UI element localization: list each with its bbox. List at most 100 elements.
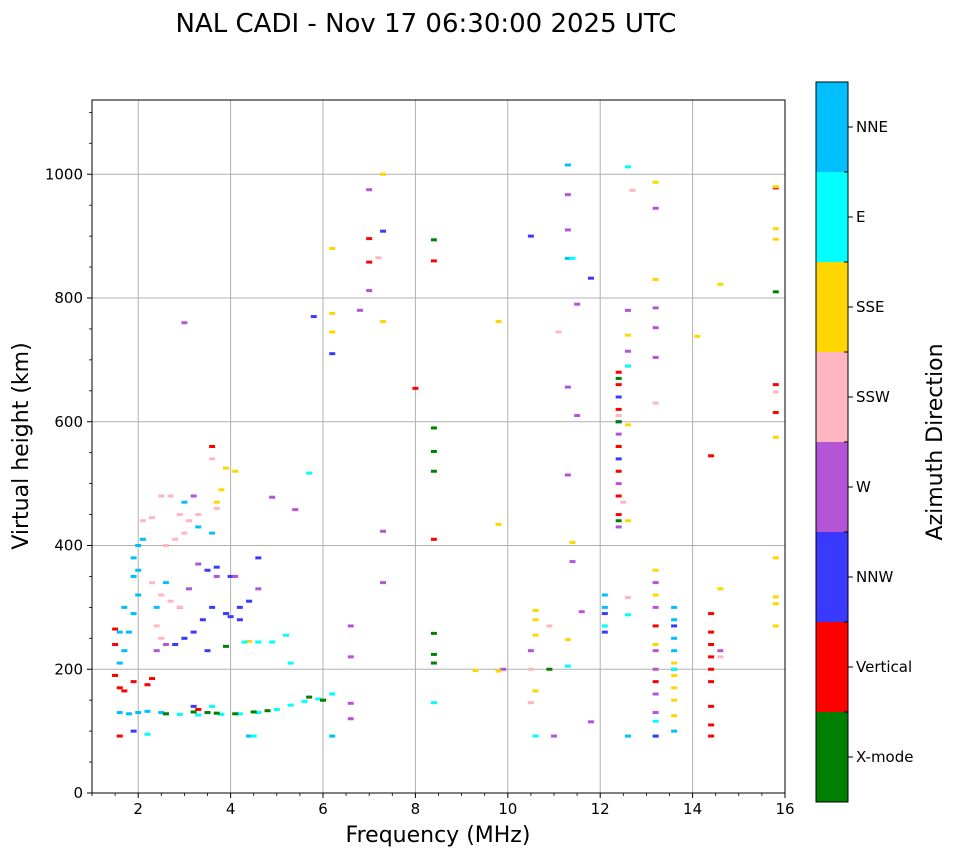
data-point xyxy=(652,306,659,310)
data-point xyxy=(555,330,562,334)
data-point xyxy=(181,321,188,325)
y-axis-label: Virtual height (km) xyxy=(9,342,34,549)
data-point xyxy=(694,334,701,338)
data-point xyxy=(652,649,659,653)
colorbar-tick-label: SSE xyxy=(856,298,885,316)
data-point xyxy=(717,587,724,591)
colorbar-label: Azimuth Direction xyxy=(923,343,948,540)
data-point xyxy=(112,643,119,646)
data-point xyxy=(624,165,631,169)
data-point xyxy=(116,734,123,738)
data-point xyxy=(204,568,211,572)
data-point xyxy=(708,667,715,671)
colorbar-tick-label: NNW xyxy=(856,568,893,586)
data-point xyxy=(652,680,659,684)
colorbar-segment xyxy=(816,712,848,802)
data-point xyxy=(574,302,581,306)
data-point xyxy=(615,370,622,374)
data-point xyxy=(130,556,137,560)
data-point xyxy=(430,449,437,453)
colorbar-segment xyxy=(816,622,848,712)
data-point xyxy=(652,624,659,628)
data-point xyxy=(380,581,387,585)
data-point xyxy=(121,689,128,693)
azimuth-colorbar: X-mode Vertical NNW W SSW SSE E NNE xyxy=(815,81,913,803)
data-point xyxy=(125,630,132,634)
data-point xyxy=(652,180,659,184)
data-point xyxy=(246,599,253,603)
data-point xyxy=(772,435,779,439)
data-point xyxy=(708,454,715,458)
data-point xyxy=(601,593,608,597)
data-point xyxy=(472,668,479,672)
data-point xyxy=(209,457,216,461)
data-point xyxy=(199,618,206,622)
data-point xyxy=(112,627,119,631)
data-point xyxy=(195,707,202,711)
data-point xyxy=(116,711,123,715)
data-point xyxy=(190,494,197,498)
data-point xyxy=(255,587,262,591)
data-point xyxy=(772,390,779,394)
data-point xyxy=(162,643,169,646)
data-point xyxy=(264,709,271,713)
data-point xyxy=(213,711,220,715)
data-point xyxy=(615,519,622,523)
data-point xyxy=(246,639,253,643)
data-point xyxy=(329,311,336,315)
data-point xyxy=(306,471,313,475)
data-point xyxy=(615,432,622,436)
data-point xyxy=(430,652,437,656)
data-point xyxy=(652,206,659,210)
data-point xyxy=(255,556,262,560)
data-point xyxy=(222,612,229,616)
y-tick-label: 1000 xyxy=(45,165,83,183)
data-point xyxy=(130,574,137,578)
colorbar-tick-label: NNE xyxy=(856,118,888,136)
data-point xyxy=(213,500,220,504)
data-point xyxy=(772,185,779,189)
data-point xyxy=(652,643,659,646)
data-marks xyxy=(112,163,779,738)
data-point xyxy=(176,605,183,609)
data-point xyxy=(186,519,193,523)
data-point xyxy=(232,712,239,716)
data-point xyxy=(587,720,594,724)
data-point xyxy=(218,488,225,492)
x-axis-ticks: 2 4 6 8 10 12 14 16 xyxy=(91,793,795,818)
data-point xyxy=(772,290,779,294)
data-point xyxy=(181,500,188,504)
data-point xyxy=(615,445,622,448)
data-point xyxy=(158,494,165,498)
colorbar-segment xyxy=(816,172,848,262)
data-point xyxy=(213,506,220,510)
data-point xyxy=(717,655,724,659)
data-point xyxy=(172,643,179,646)
data-point xyxy=(717,649,724,653)
data-point xyxy=(652,581,659,585)
data-point xyxy=(232,574,239,578)
x-tick-label: 12 xyxy=(591,800,610,818)
data-point xyxy=(232,469,239,473)
data-point xyxy=(144,709,151,713)
data-point xyxy=(430,469,437,473)
data-point xyxy=(615,513,622,517)
data-point xyxy=(167,599,174,603)
x-tick-label: 8 xyxy=(411,800,421,818)
data-point xyxy=(347,701,354,705)
data-point xyxy=(708,612,715,616)
data-point xyxy=(564,473,571,477)
data-point xyxy=(246,734,253,738)
data-point xyxy=(624,734,631,738)
data-point xyxy=(135,544,142,547)
data-point xyxy=(717,282,724,286)
data-point xyxy=(222,466,229,470)
colorbar-tick-label: W xyxy=(856,478,871,496)
data-point xyxy=(564,638,571,642)
data-point xyxy=(195,713,202,717)
data-point xyxy=(671,729,678,733)
x-tick-label: 4 xyxy=(226,800,236,818)
data-point xyxy=(236,618,243,622)
colorbar-tick-label: X-mode xyxy=(856,748,913,766)
